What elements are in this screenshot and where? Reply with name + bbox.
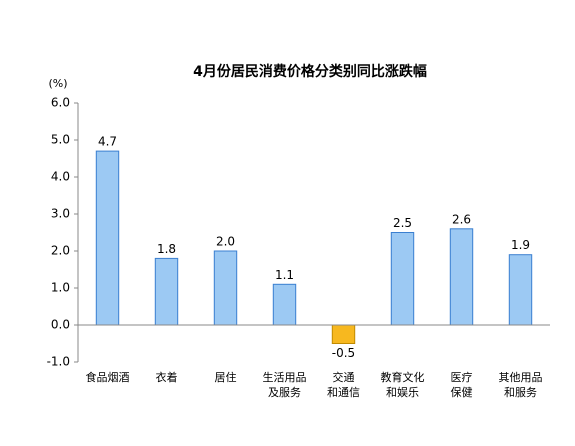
bar bbox=[95, 150, 120, 326]
data-label: 2.5 bbox=[393, 216, 412, 230]
bar bbox=[213, 250, 238, 326]
bar bbox=[449, 228, 474, 326]
data-label: 1.9 bbox=[511, 238, 530, 252]
data-label: 1.8 bbox=[157, 242, 176, 256]
bar bbox=[272, 283, 297, 326]
x-tick-label: 教育文化 和娱乐 bbox=[380, 371, 425, 399]
y-tick-label: 5.0 bbox=[51, 133, 70, 147]
data-label: -0.5 bbox=[332, 346, 355, 360]
y-tick-label: 1.0 bbox=[51, 281, 70, 295]
bar bbox=[331, 324, 356, 344]
bar bbox=[508, 254, 533, 326]
x-tick-label: 食品烟酒 bbox=[85, 371, 130, 384]
data-label: 4.7 bbox=[98, 135, 117, 149]
x-tick-label: 居住 bbox=[214, 371, 237, 384]
y-tick-label: 6.0 bbox=[51, 96, 70, 110]
y-axis-label: (%) bbox=[48, 77, 67, 90]
chart-title: 4月份居民消费价格分类别同比涨跌幅 bbox=[193, 63, 427, 80]
y-tick-label: 2.0 bbox=[51, 244, 70, 258]
y-tick-label: 3.0 bbox=[51, 207, 70, 221]
data-label: 1.1 bbox=[275, 268, 294, 282]
y-tick-label: -1.0 bbox=[47, 355, 70, 369]
bar bbox=[154, 257, 179, 326]
x-tick-label: 衣着 bbox=[155, 371, 178, 384]
x-tick-label: 其他用品 和服务 bbox=[498, 371, 543, 399]
x-tick-label: 生活用品 及服务 bbox=[262, 371, 307, 399]
y-tick-label: 0.0 bbox=[51, 318, 70, 332]
bar bbox=[390, 232, 415, 326]
data-label: 2.6 bbox=[452, 212, 471, 226]
x-tick-label: 医疗 保健 bbox=[450, 371, 473, 399]
data-label: 2.0 bbox=[216, 235, 235, 249]
x-tick-label: 交通 和通信 bbox=[327, 371, 360, 399]
y-tick-label: 4.0 bbox=[51, 170, 70, 184]
